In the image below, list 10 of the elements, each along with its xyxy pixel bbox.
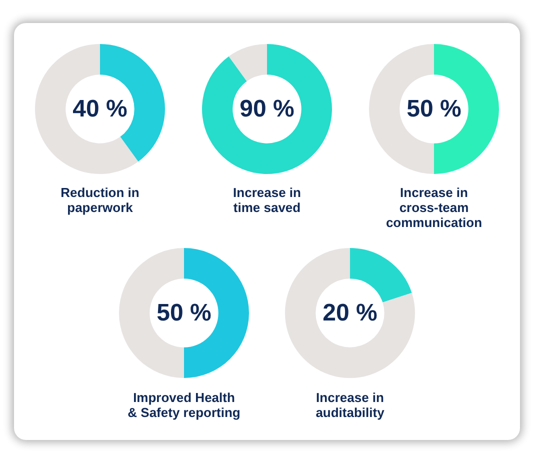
text: Increase in cross-team communication (384, 185, 484, 230)
text: Increase in auditability (314, 390, 386, 420)
text: Improved Health & Safety reporting (126, 390, 242, 420)
text: Increase in time saved (232, 185, 302, 215)
text: 50 % (156, 300, 212, 327)
text: Reduction in paperwork (60, 185, 140, 215)
text: 90 % (240, 96, 294, 123)
text: 20 % (322, 300, 378, 327)
text: 50 % (406, 96, 462, 123)
text: 40 % (72, 96, 128, 123)
